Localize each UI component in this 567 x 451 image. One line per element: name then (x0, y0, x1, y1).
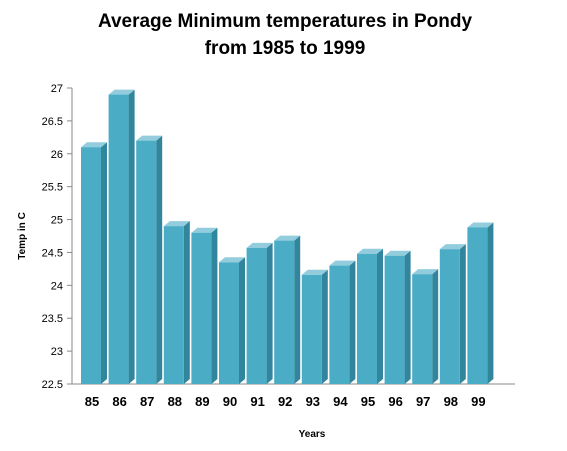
bars (81, 89, 494, 385)
bar-top (108, 89, 135, 95)
bar-top (136, 135, 163, 141)
bar (301, 274, 322, 384)
x-tick-label: 88 (168, 394, 182, 409)
bar-top (191, 227, 218, 233)
bar-side (183, 221, 190, 384)
y-axis-label: Temp in C (17, 212, 28, 260)
bar (329, 265, 350, 384)
bar-side (404, 250, 411, 384)
bar (384, 255, 405, 384)
bar-side (459, 244, 466, 384)
x-tick-label: 93 (306, 394, 320, 409)
bar-side (266, 242, 273, 384)
chart-title-line-1: Average Minimum temperatures in Pondy (98, 11, 473, 32)
x-tick-label: 90 (223, 394, 237, 409)
bar (439, 249, 460, 384)
y-tick-label: 23 (51, 346, 63, 358)
y-tick-label: 27 (51, 83, 63, 95)
y-tick-label: 22.5 (42, 379, 63, 391)
x-tick-label: 85 (85, 394, 99, 409)
bar-top (163, 221, 190, 227)
bar-side (432, 269, 439, 384)
bar-top (274, 235, 301, 241)
bar-top (384, 250, 411, 256)
x-tick-label: 87 (140, 394, 154, 409)
bar (136, 140, 157, 384)
bar-top (301, 269, 328, 275)
bar-side (239, 257, 245, 384)
y-ticks: 22.5 23 23.5 24 24.5 25 25.5 26 26.5 27 (42, 83, 72, 391)
y-tick-label: 26 (51, 149, 63, 161)
bar (108, 94, 129, 385)
x-tick-label: 94 (333, 394, 348, 409)
bar-side (211, 227, 218, 384)
x-tick-label: 98 (444, 394, 458, 409)
bar-side (128, 89, 135, 385)
bar-side (294, 235, 301, 384)
bar-side (101, 142, 107, 384)
bar (274, 240, 295, 384)
bar (357, 253, 377, 384)
bar-top (81, 142, 107, 148)
bar-top (246, 242, 273, 248)
x-tick-label: 89 (195, 394, 209, 409)
x-tick-label: 97 (416, 394, 430, 409)
y-tick-label: 24.5 (42, 247, 63, 259)
x-tick-label: 91 (250, 394, 264, 409)
y-tick-label: 26.5 (42, 116, 63, 128)
y-tick-label: 25 (51, 215, 63, 227)
bar-top (357, 248, 383, 254)
bar-top (467, 222, 494, 228)
bar-side (156, 135, 163, 384)
y-tick-label: 24 (51, 280, 63, 292)
x-axis-label: Years (299, 429, 326, 440)
y-tick-label: 23.5 (42, 313, 63, 325)
bar (246, 247, 267, 384)
bar (163, 226, 184, 384)
bar-top (439, 244, 466, 250)
x-tick-label: 86 (112, 394, 126, 409)
bar (467, 227, 488, 384)
x-tick-label: 99 (471, 394, 485, 409)
bar-side (321, 269, 328, 384)
bar (191, 232, 212, 384)
y-tick-label: 25.5 (42, 182, 63, 194)
bar-top (219, 257, 245, 263)
bar-top (412, 269, 439, 275)
bar-side (349, 260, 356, 384)
x-tick-label: 95 (361, 394, 375, 409)
x-tick-label: 96 (388, 394, 402, 409)
bar-side (487, 222, 494, 384)
x-tick-label: 92 (278, 394, 292, 409)
bar (81, 147, 101, 384)
bar-side (377, 248, 383, 384)
bar (219, 262, 239, 384)
chart-title-line-2: from 1985 to 1999 (205, 38, 366, 59)
x-ticks: 85 86 87 88 89 90 91 92 93 94 95 96 97 98 99 (85, 394, 486, 409)
bar (412, 274, 433, 384)
bar-top (329, 260, 356, 266)
